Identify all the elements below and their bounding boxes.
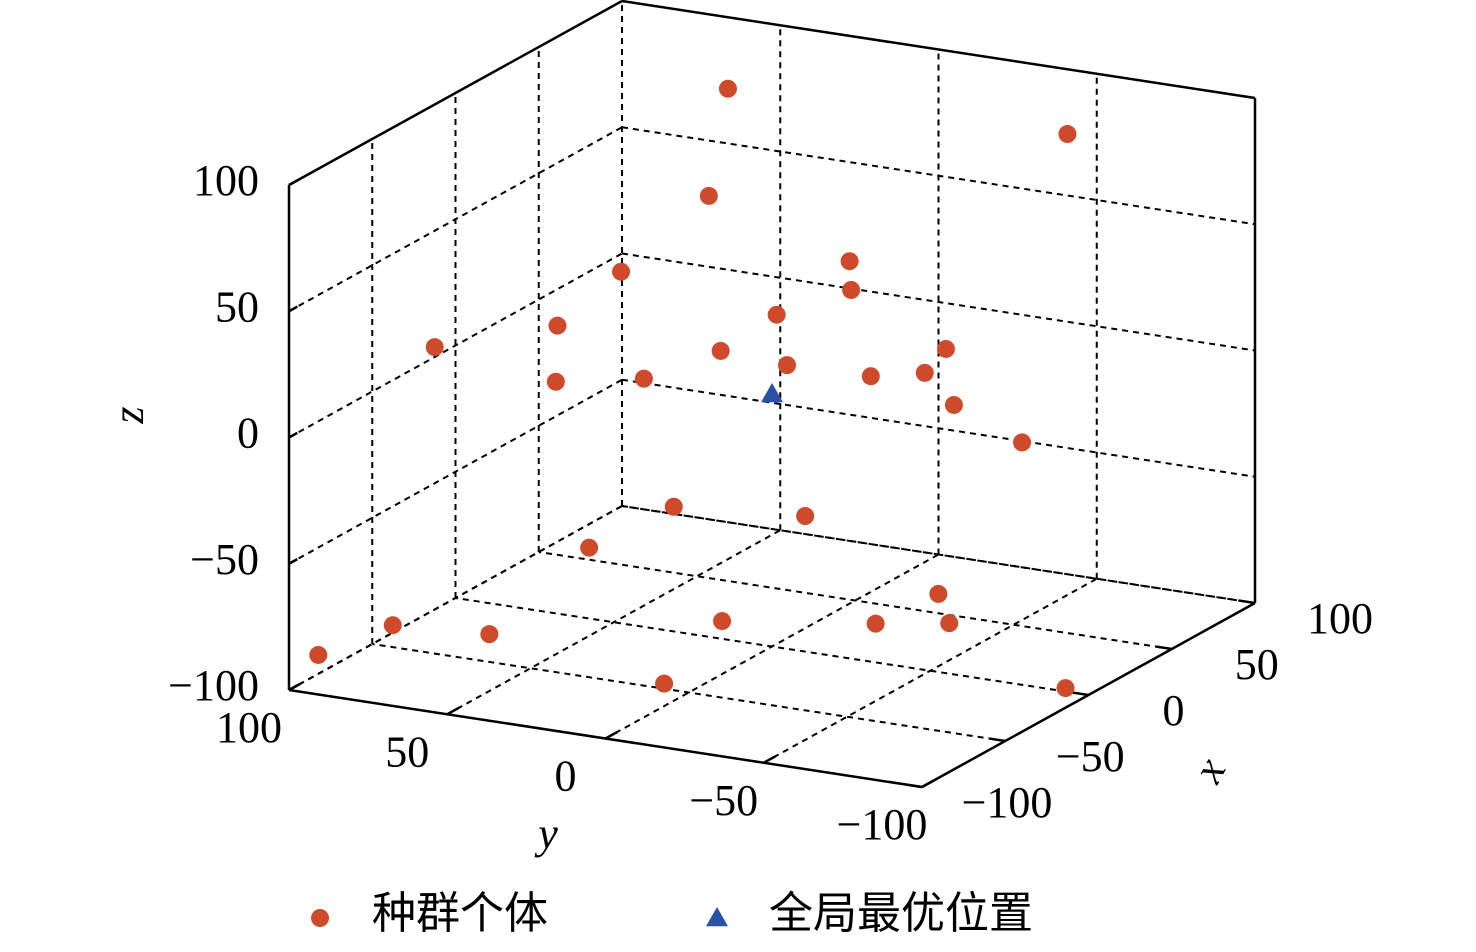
point	[940, 614, 959, 633]
x-tick-label: 50	[1235, 640, 1279, 689]
point	[480, 625, 499, 644]
marks	[309, 79, 1077, 698]
legend-label: 全局最优位置	[769, 889, 1033, 938]
z-axis-label: z	[104, 406, 153, 424]
point	[634, 369, 653, 388]
grid-line	[538, 551, 1172, 650]
z-tick	[288, 558, 298, 565]
grid-line	[621, 378, 1256, 478]
point	[718, 79, 737, 98]
point	[840, 252, 859, 271]
point	[713, 612, 732, 631]
grid-line	[288, 126, 623, 313]
x-tick	[989, 737, 1006, 743]
point	[861, 367, 880, 386]
point	[1013, 433, 1032, 452]
grid-line	[288, 505, 623, 691]
point	[580, 538, 599, 557]
y-tick	[921, 779, 935, 789]
point	[866, 614, 885, 633]
point	[1058, 125, 1077, 144]
point	[664, 497, 683, 516]
x-tick	[1072, 691, 1089, 697]
point	[915, 363, 934, 382]
z-tick-label: 100	[193, 156, 259, 205]
point	[761, 383, 783, 403]
point	[1056, 679, 1075, 698]
y-tick	[446, 706, 460, 716]
point	[699, 186, 718, 205]
y-tick-label: −100	[837, 800, 928, 849]
x-tick	[1238, 599, 1256, 605]
axis-line	[621, 0, 1256, 100]
z-tick	[288, 179, 298, 187]
x-tick	[1155, 645, 1172, 651]
y-tick	[604, 730, 618, 740]
axis-line	[288, 0, 623, 187]
z-tick-label: 0	[237, 409, 259, 458]
z-tick-label: −50	[190, 535, 259, 584]
grid-line	[621, 252, 1256, 352]
point	[546, 372, 565, 391]
z-tick	[288, 431, 298, 439]
y-tick-label: −50	[689, 776, 758, 825]
z-tick-label: 50	[215, 282, 259, 331]
y-tick	[288, 682, 302, 692]
z-tick	[288, 305, 298, 313]
point	[548, 316, 567, 335]
x-tick-label: 0	[1163, 686, 1185, 735]
x-tick-label: −100	[962, 778, 1053, 827]
point	[796, 507, 815, 526]
point	[929, 584, 948, 603]
point	[612, 262, 631, 281]
point	[842, 280, 861, 299]
grid-line	[621, 505, 1256, 604]
point	[936, 339, 955, 358]
point	[383, 616, 402, 635]
legend-marker	[311, 909, 329, 927]
x-tick-label: −50	[1056, 732, 1125, 781]
grid-line	[288, 378, 623, 565]
x-axis-label: x	[1182, 749, 1235, 791]
point	[944, 395, 963, 414]
x-tick	[905, 783, 923, 789]
x-tick-label: 100	[1307, 594, 1373, 643]
legend-marker	[706, 907, 728, 927]
point	[655, 674, 674, 693]
z-tick-label: −100	[168, 661, 259, 710]
grid-line	[446, 529, 781, 716]
y-tick-label: 50	[385, 727, 429, 776]
labels: −100−50050100−100−50050100−100−50050100z…	[104, 156, 1373, 938]
y-tick-label: 0	[555, 752, 577, 801]
point	[309, 645, 328, 664]
point	[425, 338, 444, 357]
y-tick-label: 100	[216, 703, 282, 752]
point	[778, 356, 796, 375]
grid-line	[621, 126, 1256, 226]
legend-label: 种群个体	[372, 889, 548, 938]
grid-line	[763, 577, 1098, 764]
grid-line	[605, 553, 939, 740]
box-edges	[287, 0, 1257, 789]
y-axis-label: y	[534, 809, 558, 858]
point	[767, 305, 786, 324]
grid-line	[372, 643, 1006, 742]
grid-line	[288, 252, 623, 439]
y-tick	[763, 755, 777, 764]
point	[711, 341, 730, 360]
